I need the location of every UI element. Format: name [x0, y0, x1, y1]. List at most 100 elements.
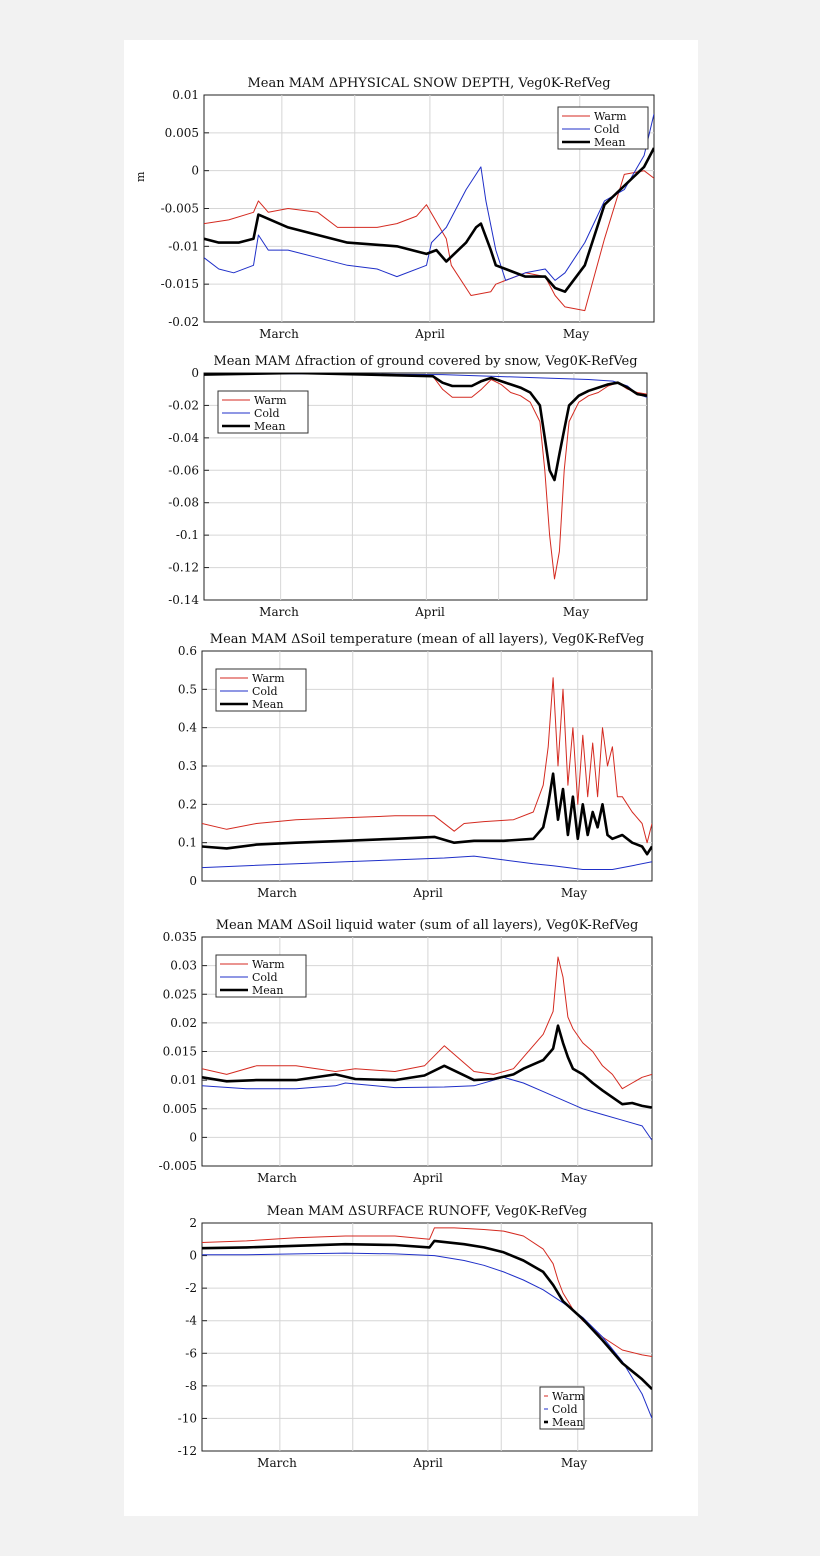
y-tick-label: 0.1	[178, 836, 197, 850]
y-tick-label: -0.005	[159, 1159, 197, 1173]
y-axis-label: m	[134, 171, 147, 182]
legend-label-cold: Cold	[252, 971, 278, 984]
chart-title: Mean MAM Δfraction of ground covered by …	[213, 354, 637, 369]
y-tick-label: 0.4	[178, 721, 197, 735]
legend-label-mean: Mean	[552, 1416, 583, 1429]
y-tick-label: -0.01	[168, 239, 199, 253]
y-tick-label: 0.035	[163, 930, 197, 944]
chart-title: Mean MAM ΔSoil temperature (mean of all …	[210, 632, 644, 647]
y-tick-label: 0.02	[170, 1016, 197, 1030]
chart-4: Mean MAM ΔSoil liquid water (sum of all …	[159, 918, 653, 1185]
series-line-mean	[204, 147, 654, 293]
legend-label-warm: Warm	[252, 958, 285, 971]
x-tick-label: April	[414, 605, 445, 619]
y-tick-label: 0	[189, 1249, 197, 1263]
y-tick-label: 0	[189, 874, 197, 888]
y-tick-label: -2	[185, 1281, 197, 1295]
x-tick-label: April	[414, 327, 445, 341]
legend-label-mean: Mean	[254, 420, 285, 433]
y-tick-label: -0.005	[161, 202, 199, 216]
y-tick-label: -12	[178, 1444, 197, 1458]
legend-label-mean: Mean	[252, 698, 283, 711]
legend-label-warm: Warm	[594, 110, 627, 123]
y-tick-label: -6	[185, 1346, 197, 1360]
y-tick-label: 0.01	[172, 88, 199, 102]
y-tick-label: -0.06	[168, 463, 199, 477]
y-tick-label: 0.5	[178, 682, 197, 696]
legend-label-warm: Warm	[552, 1390, 585, 1403]
legend-label-cold: Cold	[594, 123, 620, 136]
y-tick-label: -0.04	[168, 431, 199, 445]
x-tick-label: March	[257, 1171, 297, 1185]
series-line-mean	[202, 772, 652, 856]
y-tick-label: 0	[191, 164, 199, 178]
x-tick-label: May	[561, 1456, 587, 1470]
y-tick-label: 0.015	[163, 1045, 197, 1059]
x-tick-label: May	[563, 327, 589, 341]
y-tick-label: -0.015	[161, 277, 199, 291]
y-tick-label: 0.03	[170, 959, 197, 973]
x-tick-label: April	[412, 1171, 443, 1185]
x-tick-label: March	[257, 886, 297, 900]
legend-label-cold: Cold	[254, 407, 280, 420]
chart-title: Mean MAM ΔPHYSICAL SNOW DEPTH, Veg0K-Ref…	[247, 76, 610, 91]
y-tick-label: 0	[191, 366, 199, 380]
legend-label-mean: Mean	[594, 136, 625, 149]
x-tick-label: May	[561, 1171, 587, 1185]
series-line-mean	[202, 1024, 652, 1109]
legend-box	[215, 954, 307, 998]
legend-label-cold: Cold	[252, 685, 278, 698]
figure: Mean MAM ΔPHYSICAL SNOW DEPTH, Veg0K-Ref…	[134, 76, 655, 1470]
y-tick-label: 0.3	[178, 759, 197, 773]
x-tick-label: April	[412, 1456, 443, 1470]
x-tick-label: March	[259, 327, 299, 341]
y-tick-label: 2	[189, 1216, 197, 1230]
legend-label-mean: Mean	[252, 984, 283, 997]
chart-title: Mean MAM ΔSURFACE RUNOFF, Veg0K-RefVeg	[267, 1204, 588, 1219]
x-tick-label: March	[257, 1456, 297, 1470]
series-line-mean	[202, 1239, 652, 1391]
y-tick-label: 0.6	[178, 644, 197, 658]
chart-5: Mean MAM ΔSURFACE RUNOFF, Veg0K-RefVeg 2 0…	[178, 1204, 653, 1470]
series-line-mean	[204, 373, 647, 482]
y-tick-label: 0.2	[178, 797, 197, 811]
y-tick-label: -0.08	[168, 496, 199, 510]
y-tick-label: -8	[185, 1379, 197, 1393]
x-tick-label: March	[259, 605, 299, 619]
y-tick-label: -4	[185, 1314, 197, 1328]
series-line-cold	[204, 113, 654, 281]
y-tick-label: 0.025	[163, 987, 197, 1001]
series-line-cold	[202, 1252, 652, 1419]
y-tick-label: -0.12	[168, 561, 199, 575]
figure-panel: Mean MAM ΔPHYSICAL SNOW DEPTH, Veg0K-Ref…	[124, 40, 698, 1516]
y-tick-label: -0.02	[168, 315, 199, 329]
y-tick-label: 0.005	[163, 1102, 197, 1116]
chart-3: Mean MAM ΔSoil temperature (mean of all …	[178, 632, 653, 900]
y-tick-label: -10	[178, 1411, 197, 1425]
x-tick-label: May	[561, 886, 587, 900]
y-tick-label: -0.1	[176, 528, 199, 542]
legend-label-cold: Cold	[552, 1403, 578, 1416]
chart-2: Mean MAM Δfraction of ground covered by …	[168, 354, 648, 619]
series-line-warm	[202, 677, 652, 844]
y-tick-label: 0	[189, 1130, 197, 1144]
x-tick-label: April	[412, 886, 443, 900]
y-tick-label: -0.14	[168, 593, 199, 607]
y-tick-label: 0.01	[170, 1073, 197, 1087]
chart-title: Mean MAM ΔSoil liquid water (sum of all …	[216, 918, 639, 933]
y-tick-label: -0.02	[168, 398, 199, 412]
series-line-warm	[204, 170, 654, 312]
legend-label-warm: Warm	[254, 394, 287, 407]
legend-label-warm: Warm	[252, 672, 285, 685]
series-line-warm	[204, 373, 647, 580]
x-tick-label: May	[563, 605, 589, 619]
chart-1: Mean MAM ΔPHYSICAL SNOW DEPTH, Veg0K-Ref…	[134, 76, 655, 341]
series-line-warm	[202, 956, 652, 1090]
y-tick-label: 0.005	[165, 126, 199, 140]
series-line-cold	[202, 855, 652, 870]
